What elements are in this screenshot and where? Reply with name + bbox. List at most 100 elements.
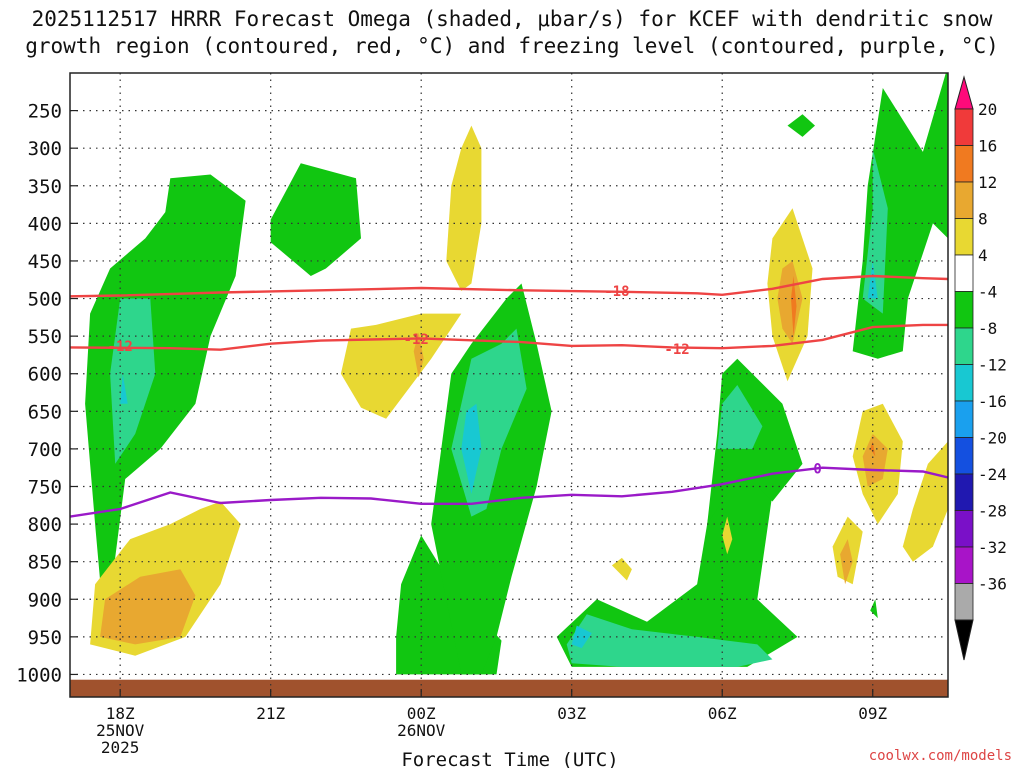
y-tick-label-750: 750 xyxy=(28,476,62,498)
omega-region-1 xyxy=(110,298,156,464)
omega-region-17 xyxy=(717,385,763,449)
colorbar-swatch-9 xyxy=(954,400,974,438)
temperature-contours: -18 -12 -12 -12 0 xyxy=(70,274,948,518)
y-tick-label-650: 650 xyxy=(28,401,62,423)
contour-label-1-2: -12 xyxy=(664,342,689,358)
colorbar-swatch-11 xyxy=(954,473,974,511)
omega-region-28 xyxy=(862,433,888,487)
omega-region-21 xyxy=(722,516,733,555)
omega-region-20 xyxy=(791,276,797,337)
colorbar-label-5: -4 xyxy=(978,283,997,302)
x-tick-label-06Z: 06Z xyxy=(708,704,737,723)
y-tick-label-350: 350 xyxy=(28,176,62,198)
colorbar-swatch-1 xyxy=(954,108,974,146)
y-tick-label-600: 600 xyxy=(28,364,62,386)
x-axis-label: Forecast Time (UTC) xyxy=(401,749,618,768)
site-credit: coolwx.com/models xyxy=(868,748,1012,764)
omega-region-22 xyxy=(611,557,632,581)
colorbar-label-12: -32 xyxy=(978,538,1007,557)
title-line-1: 2025112517 HRRR Forecast Omega (shaded, … xyxy=(31,7,993,31)
y-tick-label-550: 550 xyxy=(28,326,62,348)
omega-shading xyxy=(85,73,948,675)
contour-label-0-0: -18 xyxy=(604,284,629,300)
colorbar-label-8: -16 xyxy=(978,392,1007,411)
colorbar-label-6: -8 xyxy=(978,319,997,338)
colorbar-label-9: -20 xyxy=(978,429,1007,448)
y-tick-label-950: 950 xyxy=(28,627,62,649)
colorbar-swatch-5 xyxy=(954,254,974,292)
colorbar-label-4: 4 xyxy=(978,246,988,265)
omega-region-24 xyxy=(862,148,888,314)
omega-region-2 xyxy=(120,373,128,404)
omega-region-15 xyxy=(571,625,592,649)
contour-line-0 xyxy=(70,274,948,298)
colorbar-swatch-13 xyxy=(954,546,974,584)
y-tick-label-300: 300 xyxy=(28,138,62,160)
plot-frame xyxy=(69,72,949,698)
contour-line-1 xyxy=(70,323,948,351)
y-tick-label-450: 450 xyxy=(28,251,62,273)
y-tick-label-500: 500 xyxy=(28,289,62,311)
omega-region-26 xyxy=(787,114,815,137)
y-tick-label-800: 800 xyxy=(28,514,62,536)
ground-layer xyxy=(70,679,948,697)
y-tick-label-250: 250 xyxy=(28,101,62,123)
omega-region-23 xyxy=(852,73,948,359)
omega-region-25 xyxy=(867,261,878,299)
chart-title: 2025112517 HRRR Forecast Omega (shaded, … xyxy=(0,6,1024,60)
colorbar-label-10: -24 xyxy=(978,465,1007,484)
x-tick-label-25NOV: 25NOV xyxy=(96,721,145,740)
colorbar-swatch-14 xyxy=(954,583,974,621)
x-tick-label-26NOV: 26NOV xyxy=(397,721,446,740)
omega-region-4 xyxy=(446,125,482,291)
x-tick-label-03Z: 03Z xyxy=(557,704,586,723)
omega-region-33 xyxy=(870,599,878,619)
contour-label-2-0: 0 xyxy=(813,461,821,477)
colorbar-label-3: 8 xyxy=(978,210,988,229)
omega-region-29 xyxy=(870,441,876,457)
y-tick-label-700: 700 xyxy=(28,439,62,461)
colorbar-swatch-4 xyxy=(954,218,974,256)
contour-label-1-1: -12 xyxy=(404,332,429,348)
title-line-2: growth region (contoured, red, °C) and f… xyxy=(25,34,999,58)
colorbar-bottom-arrow xyxy=(954,619,974,661)
y-tick-label-400: 400 xyxy=(28,213,62,235)
omega-region-19 xyxy=(777,261,803,344)
colorbar-label-2: 12 xyxy=(978,173,997,192)
contour-label-1-0: -12 xyxy=(108,339,133,355)
omega-region-10 xyxy=(461,403,482,494)
y-tick-label-900: 900 xyxy=(28,589,62,611)
omega-region-30 xyxy=(902,441,948,562)
colorbar-label-0: 20 xyxy=(978,100,997,119)
omega-region-14 xyxy=(566,614,773,667)
colorbar-label-11: -28 xyxy=(978,502,1007,521)
colorbar-swatch-10 xyxy=(954,437,974,475)
colorbar-swatch-2 xyxy=(954,145,974,183)
x-tick-label-18Z: 18Z xyxy=(106,704,135,723)
colorbar-label-13: -36 xyxy=(978,575,1007,594)
omega-region-13 xyxy=(556,463,798,667)
colorbar-label-1: 16 xyxy=(978,137,997,156)
x-tick-label-21Z: 21Z xyxy=(256,704,285,723)
ground-band xyxy=(70,679,948,697)
x-tick-label-09Z: 09Z xyxy=(858,704,887,723)
colorbar-swatch-7 xyxy=(954,327,974,365)
omega-region-12 xyxy=(100,569,196,645)
colorbar-label-7: -12 xyxy=(978,356,1007,375)
omega-colorbar: 20 16 12 8 4 -4 -8 -12 -16 -20 -24 -28 -32 -36 xyxy=(954,75,1007,661)
contour-line-2 xyxy=(70,466,948,518)
y-tick-label-850: 850 xyxy=(28,552,62,574)
colorbar-swatch-8 xyxy=(954,364,974,402)
omega-region-32 xyxy=(840,539,853,585)
colorbar-swatch-3 xyxy=(954,181,974,219)
colorbar-top-arrow xyxy=(954,75,974,110)
pressure-axis: 250 300 350 400 450 500 550 600 650 700 750 800 850 9… xyxy=(16,101,78,686)
x-tick-label-00Z: 00Z xyxy=(407,704,436,723)
omega-region-0 xyxy=(85,174,246,637)
omega-region-3 xyxy=(270,163,361,276)
colorbar-swatch-6 xyxy=(954,291,974,329)
x-tick-label-2025: 2025 xyxy=(101,738,140,757)
y-tick-label-1000: 1000 xyxy=(16,664,62,686)
